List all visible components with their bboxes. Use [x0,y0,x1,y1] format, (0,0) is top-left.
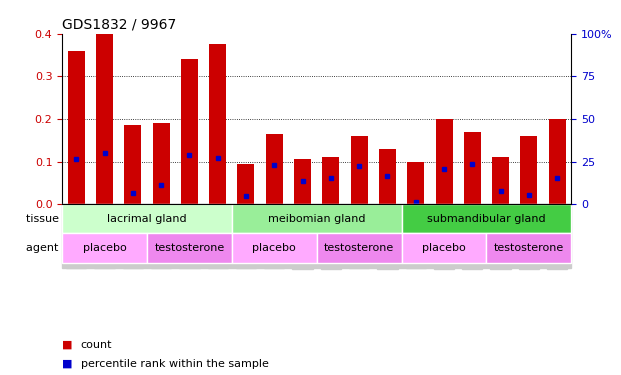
Text: placebo: placebo [252,243,296,253]
Text: GDS1832 / 9967: GDS1832 / 9967 [62,17,176,31]
Text: meibomian gland: meibomian gland [268,214,366,224]
Bar [294,159,311,204]
FancyBboxPatch shape [232,204,402,233]
Text: tissue: tissue [25,214,62,224]
Text: percentile rank within the sample: percentile rank within the sample [81,359,269,369]
FancyBboxPatch shape [62,204,232,233]
Bar [96,34,113,204]
Bar [62,204,571,268]
FancyBboxPatch shape [62,233,147,262]
Text: placebo: placebo [83,243,127,253]
Bar [492,157,509,204]
Bar [435,119,453,204]
Bar [209,44,226,204]
Text: placebo: placebo [422,243,466,253]
Bar [322,157,339,204]
FancyBboxPatch shape [486,233,571,262]
Text: testosterone: testosterone [154,243,225,253]
Bar [549,119,566,204]
FancyBboxPatch shape [317,233,402,262]
Bar [464,132,481,204]
Text: testosterone: testosterone [494,243,564,253]
Bar [520,136,537,204]
FancyBboxPatch shape [402,233,486,262]
FancyBboxPatch shape [147,233,232,262]
Bar [351,136,368,204]
FancyBboxPatch shape [232,233,317,262]
Bar [181,59,198,204]
Bar [266,134,283,204]
Text: ■: ■ [62,359,73,369]
Bar [68,51,84,204]
Text: submandibular gland: submandibular gland [427,214,546,224]
Text: agent: agent [26,243,62,253]
Bar [153,123,170,204]
Bar [237,164,255,204]
Text: ■: ■ [62,340,73,350]
FancyBboxPatch shape [402,204,571,233]
Bar [124,125,142,204]
Bar [407,162,424,204]
Text: testosterone: testosterone [324,243,394,253]
Bar [379,149,396,204]
Text: count: count [81,340,112,350]
Text: lacrimal gland: lacrimal gland [107,214,187,224]
